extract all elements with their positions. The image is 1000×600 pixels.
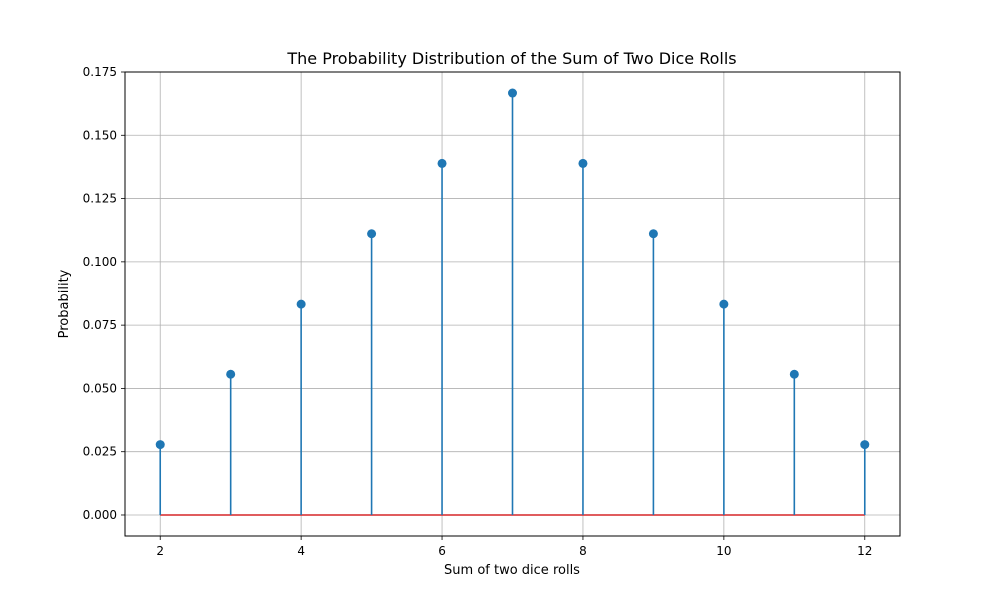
chart-title: The Probability Distribution of the Sum … (286, 49, 736, 68)
y-tick-label: 0.075 (83, 318, 117, 332)
stem-marker (367, 229, 377, 239)
y-tick-label: 0.050 (83, 381, 117, 395)
y-tick-label: 0.175 (83, 65, 117, 79)
stem-marker (578, 158, 588, 168)
stem-marker (719, 299, 729, 309)
markers (155, 88, 870, 450)
y-ticks: 0.000 0.025 0.050 0.075 0.100 0.125 0.150 0.175 (83, 65, 125, 522)
stem-marker (648, 229, 658, 239)
y-tick-label: 0.000 (83, 508, 117, 522)
x-tick-label: 6 (438, 544, 446, 558)
y-tick-label: 0.125 (83, 192, 117, 206)
x-tick-label: 2 (156, 544, 164, 558)
stem-marker (508, 88, 517, 98)
y-tick-label: 0.025 (83, 445, 117, 459)
x-axis-label: Sum of two dice rolls (444, 563, 580, 578)
stem-marker (860, 440, 870, 450)
plot-frame (124, 71, 901, 537)
x-tick-label: 10 (716, 544, 731, 558)
stems (159, 93, 866, 515)
stem-marker (226, 369, 236, 379)
x-tick-label: 12 (857, 544, 872, 558)
stem-marker (296, 299, 306, 309)
x-tick-label: 4 (297, 544, 305, 558)
y-tick-label: 0.150 (83, 128, 117, 142)
x-tick-label: 8 (579, 544, 587, 558)
x-ticks: 2 4 6 8 10 12 (156, 536, 872, 558)
stem-marker (789, 369, 799, 379)
y-tick-label: 0.100 (83, 255, 117, 269)
y-axis-label: Probability (57, 269, 72, 338)
stem-marker (155, 440, 165, 450)
stem-marker (437, 158, 447, 168)
